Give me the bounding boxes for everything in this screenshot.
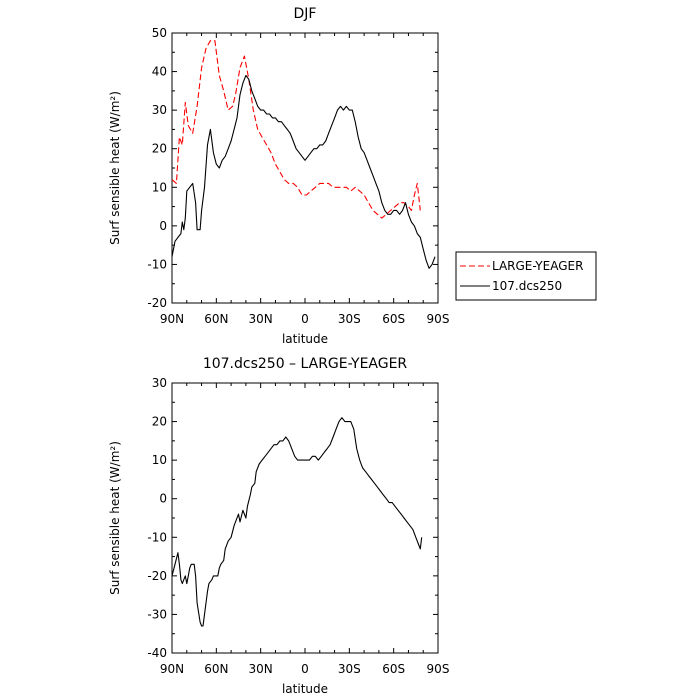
y-tick-label: 50 (152, 26, 167, 40)
y-tick-label: 10 (152, 180, 167, 194)
x-tick-label: 30N (249, 662, 273, 676)
legend-label: 107.dcs250 (492, 279, 562, 293)
x-tick-label: 90S (427, 312, 450, 326)
y-axis-label: Surf sensible heat (W/m²) (108, 91, 122, 245)
y-tick-label: 0 (159, 219, 167, 233)
x-tick-label: 60S (382, 662, 405, 676)
x-tick-label: 0 (301, 312, 309, 326)
y-tick-label: 30 (152, 103, 167, 117)
plot-frame (171, 382, 439, 654)
y-tick-label: -10 (147, 530, 167, 544)
y-axis-label: Surf sensible heat (W/m²) (108, 441, 122, 595)
legend-box (455, 251, 597, 301)
y-tick-label: -30 (147, 607, 167, 621)
plot-frame (171, 32, 439, 304)
x-tick-label: 30S (338, 662, 361, 676)
series-line-107-dcs250 (171, 74, 436, 269)
y-tick-label: -40 (147, 646, 167, 660)
x-tick-label: 60N (204, 662, 228, 676)
y-tick-label: 20 (152, 415, 167, 429)
x-tick-label: 90N (160, 312, 184, 326)
x-tick-label: 60N (204, 312, 228, 326)
x-tick-label: 30N (249, 312, 273, 326)
x-tick-label: 60S (382, 312, 405, 326)
x-tick-label: 30S (338, 312, 361, 326)
x-tick-label: 0 (301, 662, 309, 676)
panel-difference: 107.dcs250 – LARGE-YEAGER 90N 60N 30N 0 30S 60… (108, 356, 449, 696)
chart-title: DJF (294, 6, 317, 22)
chart-title: 107.dcs250 – LARGE-YEAGER (203, 356, 408, 372)
y-tick-label: 10 (152, 453, 167, 467)
y-tick-label: 20 (152, 142, 167, 156)
x-tick-label: 90S (427, 662, 450, 676)
y-tick-label: 0 (159, 492, 167, 506)
series-line-large-yeager (171, 40, 421, 219)
y-tick-label: -20 (147, 569, 167, 583)
x-tick-label: 90N (160, 662, 184, 676)
panel-djf: DJF 90N 60N 30N 0 30S 60S 90S -20 -10 0 10 20 30 40 50 l… (108, 6, 597, 346)
y-tick-label: -10 (147, 257, 167, 271)
x-axis-label: latitude (282, 332, 328, 346)
legend-label: LARGE-YEAGER (492, 259, 583, 273)
y-tick-label: 40 (152, 65, 167, 79)
series-line-difference (171, 417, 423, 627)
y-tick-label: -20 (147, 296, 167, 310)
y-tick-label: 30 (152, 376, 167, 390)
x-axis-label: latitude (282, 682, 328, 696)
